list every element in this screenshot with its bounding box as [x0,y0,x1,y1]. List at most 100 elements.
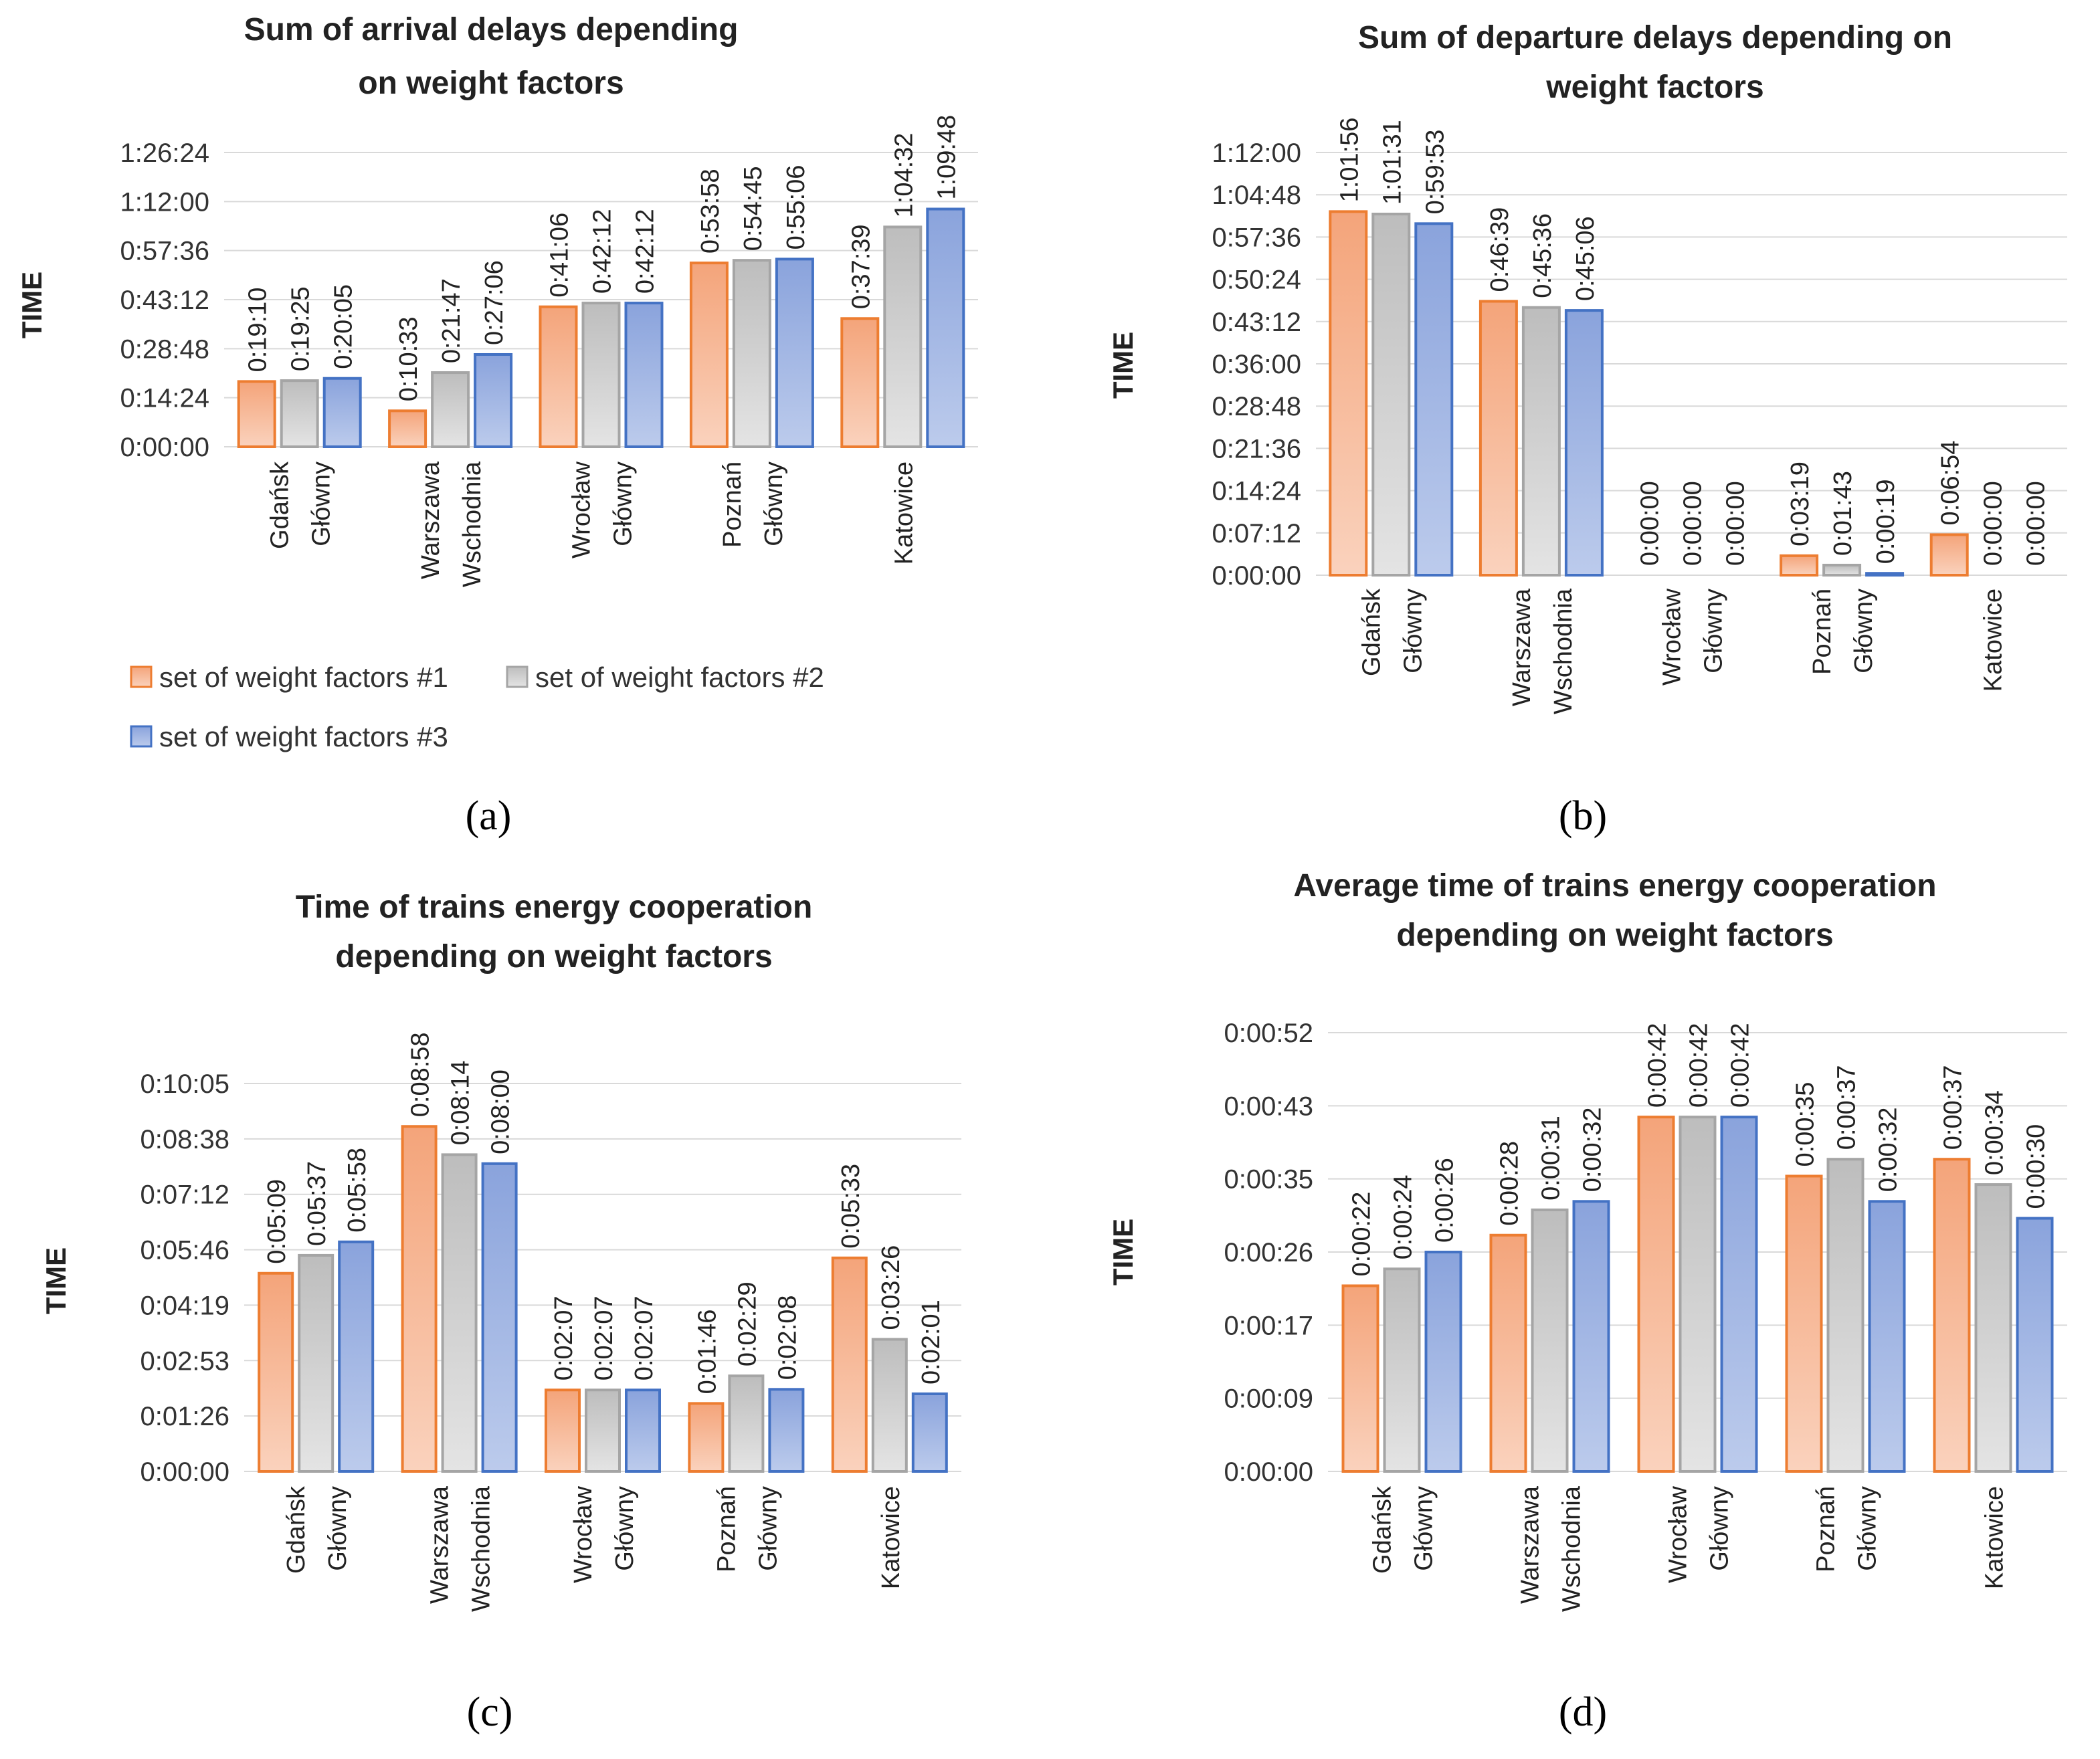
bar-series2 [1383,1267,1421,1473]
bar-series2 [431,371,470,448]
y-tick-label: 0:00:43 [1224,1092,1313,1121]
y-tick-label: 0:28:48 [1212,392,1301,421]
bar-series2 [883,225,923,448]
y-tick-label: 0:43:12 [1212,308,1301,337]
bar-series3 [1564,309,1604,577]
category-label: Warszawa [426,1485,454,1604]
legend-swatch [130,665,153,688]
data-label: 1:01:31 [1378,120,1406,205]
data-label: 0:27:06 [480,260,508,345]
category-label: Katowice [1980,589,2008,692]
category-label: Wrocław [569,1485,597,1583]
data-label: 0:00:42 [1685,1023,1713,1108]
panel-label: (d) [1559,1689,1607,1735]
bar-series1 [1933,1158,1971,1473]
category-label: Poznań [712,1486,741,1572]
data-label: 0:00:37 [1833,1065,1861,1150]
data-label: 0:19:10 [244,288,272,373]
chart-b: Sum of departure delays depending on weig… [1107,20,2067,839]
bar-series1 [258,1271,294,1473]
chart-d: Average time of trains energy cooperatio… [1107,868,2067,1735]
data-label: 0:00:32 [1875,1108,1903,1193]
bar-series3 [338,1240,375,1473]
y-tick-label: 0:28:48 [120,334,209,364]
category-label: Główny [1700,589,1728,674]
bar-series3 [911,1392,948,1473]
bar-series1 [1329,210,1368,577]
bar-series3 [926,207,965,448]
y-tick-label: 0:14:24 [1212,477,1301,506]
legend-swatch [130,725,153,748]
category-label: Katowice [890,461,918,564]
data-label: 0:00:37 [1939,1065,1968,1150]
chart-title: Time of trains energy cooperation [296,890,813,925]
y-axis-label: TIME [1107,1219,1139,1285]
data-label: 0:00:22 [1348,1192,1376,1277]
bar-series1 [1489,1233,1527,1473]
bar-series1 [237,380,276,448]
category-label: Warszawa [1508,588,1536,706]
data-label: 0:05:37 [303,1161,331,1246]
data-label: 0:42:12 [589,209,617,294]
y-tick-label: 0:36:00 [1212,350,1301,379]
bar-series1 [388,409,427,448]
data-label: 0:05:09 [263,1179,291,1264]
bar-series3 [775,257,814,448]
category-label: Gdańsk [1369,1485,1397,1574]
bar-series2 [1531,1208,1569,1473]
data-label: 0:02:07 [630,1296,658,1380]
bar-series1 [1478,300,1518,577]
data-label: 0:55:06 [782,165,810,250]
data-label: 0:08:00 [487,1069,515,1154]
data-label: 0:08:14 [447,1061,475,1146]
category-label: Wschodnia [468,1485,496,1612]
bar-series3 [1414,222,1454,577]
bar-series3 [322,377,362,448]
bar-series1 [689,262,729,448]
data-label: 0:41:06 [546,213,574,298]
chart-title: depending on weight factors [335,939,772,974]
data-label: 0:08:58 [407,1032,435,1117]
y-tick-label: 0:00:35 [1224,1165,1313,1195]
data-label: 0:00:34 [1981,1090,2009,1175]
bar-series3 [2016,1217,2054,1473]
data-label: 0:05:33 [837,1164,865,1249]
data-label: 0:37:39 [847,224,875,309]
category-label: Poznań [719,461,747,548]
data-label: 0:00:26 [1431,1158,1459,1243]
category-label: Poznań [1812,1486,1840,1572]
category-label: Główny [609,461,638,546]
data-label: 0:00:00 [1636,481,1664,566]
data-label: 0:21:47 [438,278,466,363]
chart-title: depending on weight factors [1396,918,1833,953]
y-tick-label: 0:01:26 [140,1402,229,1431]
data-label: 0:00:00 [2022,481,2050,566]
bar-series3 [474,352,513,448]
category-label: Gdańsk [282,1485,310,1574]
bar-series2 [1822,563,1862,577]
y-axis-label: TIME [40,1247,72,1314]
bar-series2 [1679,1116,1717,1473]
data-label: 0:00:32 [1579,1108,1607,1193]
category-label: Główny [1854,1486,1882,1571]
bar-series2 [280,379,319,449]
data-label: 0:46:39 [1486,207,1514,292]
data-label: 0:54:45 [739,166,767,251]
data-label: 0:00:19 [1872,479,1900,564]
chart-a: Sum of arrival delays depending on weight… [16,12,978,839]
data-label: 0:45:36 [1529,213,1557,298]
bar-series2 [1974,1183,2012,1473]
y-tick-label: 1:26:24 [120,138,209,168]
data-label: 0:00:24 [1390,1174,1418,1259]
bar-series1 [688,1402,725,1473]
data-label: 0:02:07 [590,1296,618,1380]
y-tick-label: 0:57:36 [120,237,209,266]
bar-series1 [1341,1284,1379,1473]
bar-series3 [768,1388,805,1473]
data-label: 0:00:00 [1722,481,1750,566]
category-label: Główny [308,461,336,546]
data-label: 0:06:54 [1937,441,1965,526]
category-label: Katowice [1981,1486,2009,1589]
legend-entry: set of weight factors #1 [159,661,448,693]
y-tick-label: 0:02:53 [140,1346,229,1376]
